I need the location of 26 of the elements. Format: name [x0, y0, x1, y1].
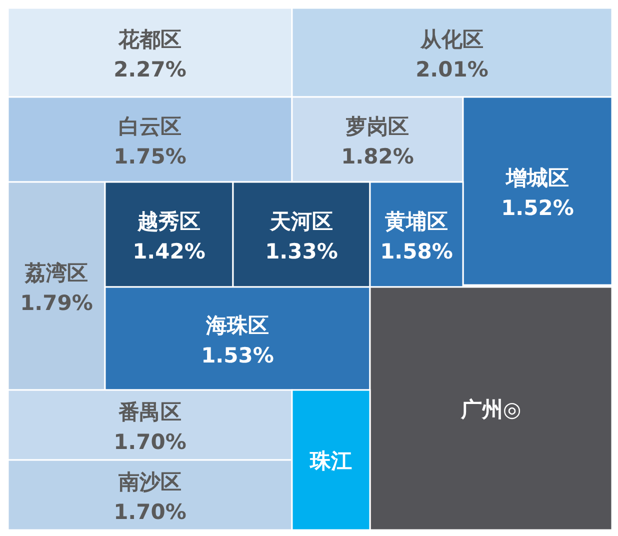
data-label: 2.27% — [114, 58, 186, 82]
category-label: 花都区 — [118, 28, 182, 52]
category-label: 海珠区 — [205, 314, 269, 338]
data-label: 1.70% — [114, 500, 186, 524]
category-label: 白云区 — [118, 114, 182, 138]
data-label: 2.01% — [416, 58, 488, 82]
category-label: 南沙区 — [118, 470, 182, 494]
data-label: 1.33% — [265, 240, 338, 264]
category-label: 广州◎ — [460, 398, 522, 422]
data-label: 1.79% — [20, 291, 93, 315]
data-label: 1.42% — [132, 240, 206, 264]
category-label: 从化区 — [420, 28, 484, 52]
category-label: 荔湾区 — [24, 261, 88, 285]
category-label: 珠江 — [309, 449, 352, 473]
category-label: 番禺区 — [118, 400, 182, 424]
data-label: 1.53% — [201, 344, 274, 368]
data-label: 1.58% — [380, 240, 453, 264]
category-label: 黄埔区 — [384, 210, 448, 234]
data-label: 1.70% — [114, 430, 186, 454]
category-label: 萝岗区 — [345, 114, 409, 138]
data-label: 1.52% — [501, 196, 574, 220]
data-label: 1.75% — [114, 144, 186, 168]
category-label: 天河区 — [269, 210, 333, 234]
category-label: 越秀区 — [136, 210, 200, 234]
data-label: 1.82% — [341, 144, 414, 168]
category-label: 增城区 — [505, 166, 569, 190]
